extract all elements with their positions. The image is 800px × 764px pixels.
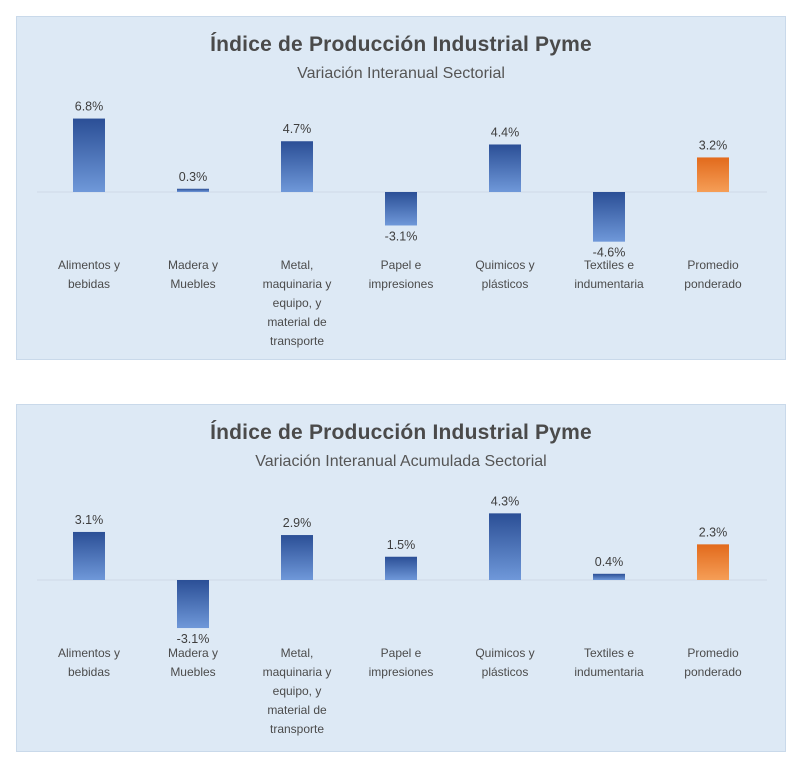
bar <box>489 144 521 192</box>
value-label: -4.6% <box>593 246 626 260</box>
bar <box>385 192 417 226</box>
value-label: 3.2% <box>699 138 728 152</box>
category-label: Metal, maquinaria y equipo, y material de tr… <box>263 258 332 348</box>
bar <box>281 141 313 192</box>
bar <box>385 556 417 580</box>
bar-chart-acumulada: 3.1% Alimentos y bebidas -3.1%Madera y Muebl… <box>37 494 767 736</box>
category-label: Madera y Muebles <box>168 258 218 291</box>
bar-average <box>697 157 729 192</box>
chart-panel-interanual: Índice de Producción Industrial Pyme Var… <box>16 16 786 360</box>
category-label: Papel e impresiones <box>369 258 434 291</box>
category-label: Alimentos y bebidas <box>58 646 120 679</box>
value-label: 4.7% <box>283 122 312 136</box>
category-label: Textiles e indumentaria <box>574 258 644 291</box>
category-label: Metal, maquinaria y equipo, y material de tr… <box>263 646 332 736</box>
bar <box>593 192 625 242</box>
category-label: Quimicos y plásticos <box>475 258 534 291</box>
category-label: Alimentos y bebidas <box>58 258 120 291</box>
value-label: 3.1% <box>75 513 104 527</box>
bar <box>281 535 313 580</box>
value-label: 0.4% <box>595 555 624 569</box>
chart-title: Índice de Producción Industrial Pyme <box>210 33 592 56</box>
value-label: 6.8% <box>75 100 104 114</box>
category-label: Textiles e indumentaria <box>574 646 644 679</box>
bar <box>177 188 209 192</box>
category-label: Madera y Muebles <box>168 646 218 679</box>
bar-average <box>697 544 729 580</box>
bar <box>593 573 625 580</box>
value-label: 2.3% <box>699 525 728 539</box>
chart-panel-acumulada: Índice de Producción Industrial Pyme Var… <box>16 404 786 752</box>
category-label: Promedio ponderado <box>684 258 742 291</box>
bar <box>73 118 105 192</box>
value-label: -3.1% <box>177 632 210 646</box>
value-label: 1.5% <box>387 538 416 552</box>
bar <box>489 513 521 580</box>
category-label: Papel e impresiones <box>369 646 434 679</box>
chart-subtitle: Variación Interanual Sectorial <box>297 65 505 82</box>
value-label: -3.1% <box>385 229 418 243</box>
value-label: 4.4% <box>491 125 520 139</box>
category-label: Promedio ponderado <box>684 646 742 679</box>
bar <box>73 531 105 580</box>
value-label: 2.9% <box>283 516 312 530</box>
value-label: 0.3% <box>179 170 208 184</box>
value-label: 4.3% <box>491 494 520 508</box>
bar <box>177 580 209 629</box>
bar-chart-interanual: 6.8% Alimentos y bebidas 0.3% Madera y Mueble… <box>37 100 767 348</box>
chart-subtitle: Variación Interanual Acumulada Sectorial <box>255 453 547 470</box>
chart-title: Índice de Producción Industrial Pyme <box>210 421 592 444</box>
category-label: Quimicos y plásticos <box>475 646 534 679</box>
